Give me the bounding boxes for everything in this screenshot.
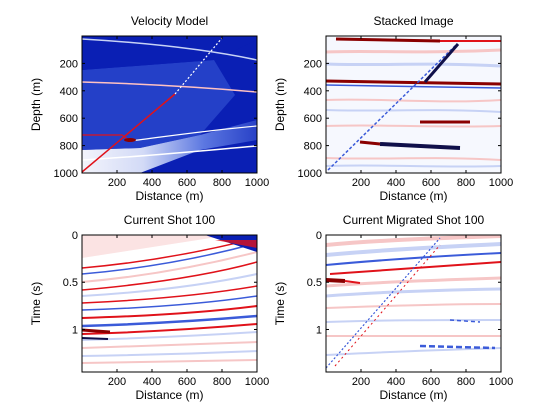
current-shot-ytick-label: 1	[72, 324, 78, 336]
stacked-image-ylabel: Depth (m)	[273, 78, 287, 131]
stacked-image-xtick-label: 400	[387, 177, 405, 189]
stacked-image-ytick-label: 800	[304, 141, 322, 153]
current-shot-xtick-label: 200	[108, 376, 126, 388]
velocity-model-xtick-label: 600	[178, 177, 196, 189]
migrated-shot-ytick-label: 1	[316, 324, 322, 336]
migrated-shot-ytick-label: 0	[316, 230, 322, 242]
migrated-shot-xtick-label: 600	[422, 376, 440, 388]
stacked-image-xtick-label: 600	[422, 177, 440, 189]
velocity-model-ytick-label: 200	[60, 58, 78, 70]
migrated-shot-xtick-label: 200	[352, 376, 370, 388]
current-shot-xtick-label: 600	[178, 376, 196, 388]
stacked-image-xlabel: Distance (m)	[379, 189, 447, 203]
migrated-shot-xtick-label: 800	[457, 376, 475, 388]
migrated-shot-image	[326, 235, 501, 372]
velocity-model-ytick-label: 1000	[54, 168, 78, 180]
migrated-shot-xlabel: Distance (m)	[379, 388, 447, 402]
velocity-model-title: Velocity Model	[131, 14, 208, 28]
migrated-shot-ylabel: Time (s)	[273, 282, 287, 326]
stacked-image-image	[326, 36, 501, 173]
migrated-shot-xtick-label: 1000	[489, 376, 513, 388]
current-shot-xtick-label: 1000	[245, 376, 269, 388]
panel-velocity-model: Velocity Model	[82, 14, 257, 173]
velocity-model-image	[82, 36, 257, 173]
current-shot-ylabel: Time (s)	[29, 282, 43, 326]
velocity-model-xlabel: Distance (m)	[135, 189, 203, 203]
velocity-model-ytick-label: 800	[60, 141, 78, 153]
velocity-model-xtick-label: 200	[108, 177, 126, 189]
stacked-image-ytick-label: 200	[304, 58, 322, 70]
velocity-model-ytick-label: 600	[60, 113, 78, 125]
velocity-model-ylabel: Depth (m)	[29, 78, 43, 131]
stacked-image-xtick-label: 1000	[489, 177, 513, 189]
current-shot-title: Current Shot 100	[124, 213, 216, 227]
panel-migrated-shot: Current Migrated Shot 100	[326, 213, 501, 372]
current-shot-image	[82, 235, 257, 372]
panel-current-shot: Current Shot 100	[82, 213, 257, 372]
stacked-image-ytick-label: 400	[304, 86, 322, 98]
stacked-image-xtick-label: 200	[352, 177, 370, 189]
stacked-image-title: Stacked Image	[373, 14, 453, 28]
migrated-shot-xtick-label: 400	[387, 376, 405, 388]
velocity-model-xtick-label: 400	[143, 177, 161, 189]
velocity-model-xtick-label: 1000	[245, 177, 269, 189]
stack-event-1	[336, 39, 440, 41]
velocity-model-ytick-label: 400	[60, 86, 78, 98]
current-shot-xtick-label: 800	[213, 376, 231, 388]
stacked-image-ytick-label: 600	[304, 113, 322, 125]
current-shot-ytick-label: 0	[72, 230, 78, 242]
migrated-event-1	[326, 280, 345, 281]
current-shot-xtick-label: 400	[143, 376, 161, 388]
current-shot-xlabel: Distance (m)	[135, 388, 203, 402]
migrated-shot-title: Current Migrated Shot 100	[343, 213, 485, 227]
migrated-shot-ytick-label: 0.5	[307, 277, 322, 289]
stacked-image-ytick-label: 1000	[298, 168, 322, 180]
panel-stacked-image: Stacked Image	[326, 14, 501, 173]
velocity-model-xtick-label: 800	[213, 177, 231, 189]
current-shot-ytick-label: 0.5	[63, 277, 78, 289]
stacked-image-xtick-label: 800	[457, 177, 475, 189]
